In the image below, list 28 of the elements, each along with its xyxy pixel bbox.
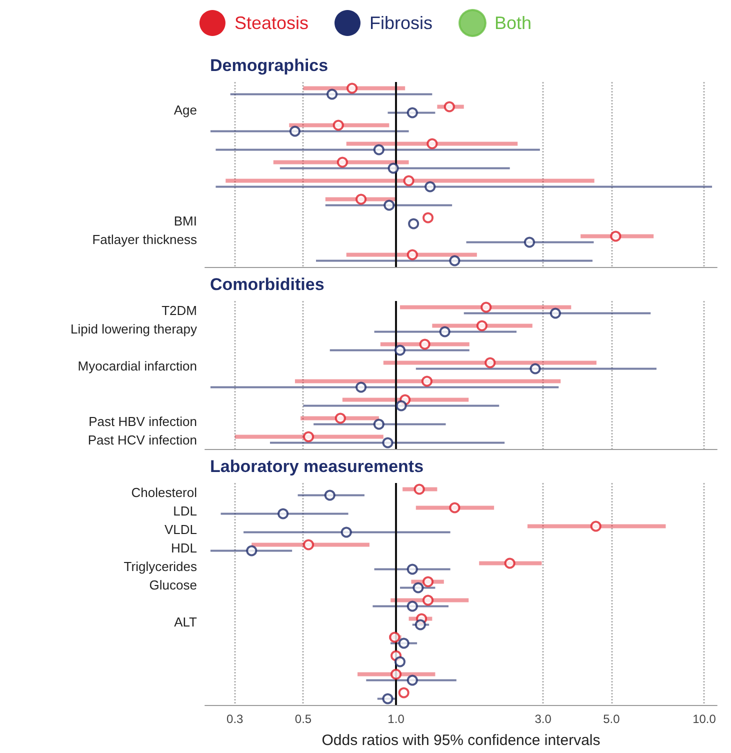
chart-title: Demographics: [210, 56, 328, 75]
x-tick-label: 0.5: [294, 712, 312, 726]
y-tick-label: Myocardial infarction: [78, 358, 197, 374]
x-tick-label: 3.0: [534, 712, 552, 726]
y-tick-label: LDL: [173, 503, 197, 518]
y-tick-label: Cholesterol: [131, 484, 198, 500]
y-tick-label: BMI: [174, 213, 197, 228]
y-tick-label: Fatlayer thickness: [92, 232, 198, 247]
y-tick-label: Lipid lowering therapy: [70, 321, 198, 336]
y-tick-label: ALT: [174, 614, 198, 630]
y-tick-label: Glucose: [149, 577, 197, 592]
y-tick-label: Past HBV infection: [88, 414, 197, 429]
legend-label: Both: [494, 13, 532, 33]
y-tick-label: Age: [174, 102, 197, 118]
y-tick-label: Past HCV infection: [88, 432, 197, 448]
legend-label: Steatosis: [234, 13, 309, 33]
x-axis-title: Odds ratios with 95% confidence intervals: [322, 732, 600, 749]
y-tick-label: T2DM: [162, 302, 197, 318]
legend-label: Fibrosis: [370, 13, 433, 33]
x-tick-label: 10.0: [692, 712, 716, 726]
x-tick-label: 5.0: [603, 712, 620, 726]
y-tick-label: VLDL: [164, 522, 197, 537]
chart-title: Comorbidities: [210, 275, 324, 294]
x-tick-label: 0.3: [226, 712, 244, 726]
y-tick-label: HDL: [170, 540, 197, 556]
y-tick-label: Triglycerides: [124, 558, 198, 574]
chart-title: Laboratory measurements: [210, 457, 424, 476]
x-tick-label: 1.0: [388, 712, 405, 726]
